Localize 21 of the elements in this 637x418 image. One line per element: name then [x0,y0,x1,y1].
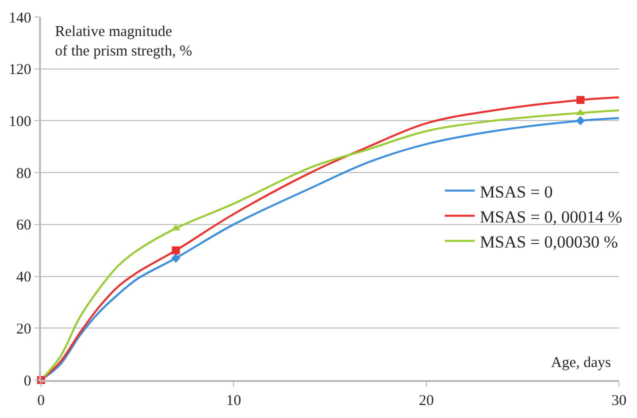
x-tick-label: 0 [37,392,45,409]
y-tick-label: 140 [8,10,32,26]
y-tick-label: 120 [8,62,32,78]
x-axis-title: Age, days [551,355,612,371]
y-tick-label: 0 [24,373,32,390]
point [576,96,584,104]
point [171,254,180,263]
y-tick-label: 60 [16,218,32,234]
x-tick-label: 30 [612,392,626,409]
point [172,246,180,254]
legend-label: MSAS = 0,00030 % [480,232,618,252]
legend-label: MSAS = 0 [480,182,553,202]
point [576,116,586,126]
x-tick-label: 10 [226,392,242,409]
y-tick-label: 40 [16,270,32,286]
legend-label: MSAS = 0, 00014 % [480,207,622,226]
y-tick-label: 100 [8,114,32,130]
y-tick-label: 20 [16,321,32,338]
y-tick-label: 80 [16,166,32,182]
x-tick-label: 20 [418,392,434,409]
y-axis-title: Relative magnitude of the prism stregth, % [55,24,192,60]
